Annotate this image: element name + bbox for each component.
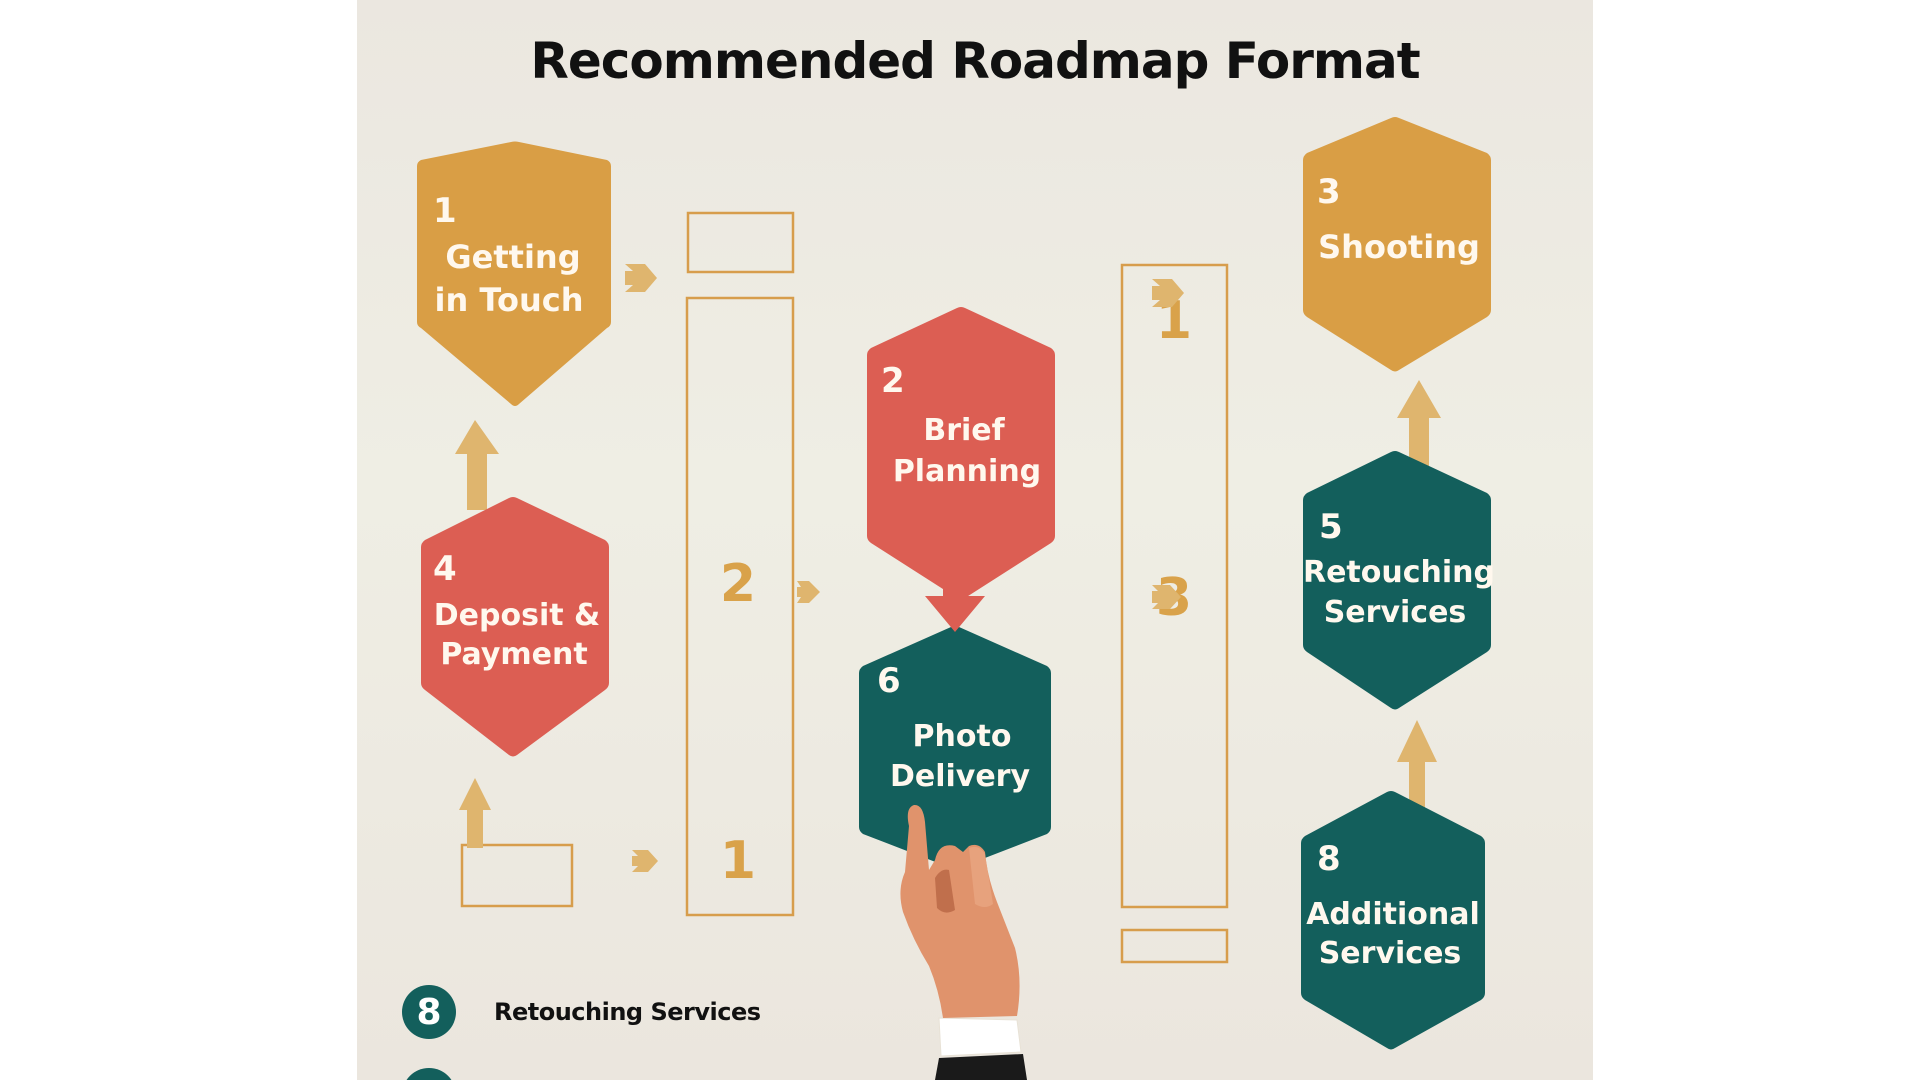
step-label-line1: Brief bbox=[923, 413, 1005, 448]
step-label-line2: Delivery bbox=[890, 759, 1031, 794]
roadmap-diagram: 2 1 1 3 bbox=[417, 117, 1495, 1080]
column-box-small-bottom-left bbox=[460, 843, 574, 908]
legend-item: 8 Retouching Services bbox=[402, 985, 761, 1039]
step-hexagons bbox=[417, 117, 1491, 1050]
step-hexagon-deposit-payment bbox=[421, 497, 609, 757]
column-outlines bbox=[460, 211, 1229, 964]
step-label-line2: Payment bbox=[440, 637, 587, 672]
step-hexagon-additional-services bbox=[1301, 791, 1485, 1050]
step-hexagon-shooting bbox=[1303, 117, 1491, 372]
step-hexagon-getting-in-touch bbox=[417, 141, 611, 406]
hand-palm bbox=[900, 804, 1020, 1018]
step-number: 1 bbox=[433, 191, 457, 231]
chevron-arrow-icon bbox=[1152, 279, 1184, 307]
column-number: 1 bbox=[720, 831, 756, 891]
step-hexagon-photo-delivery bbox=[859, 626, 1051, 869]
legend-badge: 8 bbox=[402, 985, 456, 1039]
hand-wrist bbox=[935, 1054, 1027, 1080]
column-number: 2 bbox=[720, 554, 756, 614]
column-box-tall-right bbox=[1120, 263, 1229, 909]
up-arrow-icon bbox=[455, 420, 499, 510]
column-box-small-bottom-right bbox=[1120, 928, 1229, 964]
pointing-hand-illustration bbox=[900, 804, 1027, 1080]
step-number: 2 bbox=[881, 361, 905, 401]
step-label-line1: Additional bbox=[1306, 897, 1480, 932]
diagram-title: Recommended Roadmap Format bbox=[530, 32, 1420, 90]
column-box-tall-left bbox=[685, 296, 795, 917]
step-number: 3 bbox=[1317, 172, 1341, 212]
chevron-arrows bbox=[625, 264, 1184, 872]
hand-sleeve bbox=[938, 1017, 1022, 1057]
roadmap-panel: Recommended Roadmap Format 2 1 1 3 bbox=[357, 0, 1593, 1080]
step-label-line1: Getting bbox=[445, 238, 580, 276]
step-label-line2: in Touch bbox=[435, 281, 584, 319]
step-hexagon-retouching-services bbox=[1303, 451, 1491, 710]
column-box-small-top-left bbox=[686, 211, 795, 274]
step-number: 8 bbox=[1317, 839, 1341, 879]
chevron-arrow-icon bbox=[797, 581, 820, 603]
up-arrow-icon bbox=[459, 778, 491, 848]
step-label-line2: Planning bbox=[893, 454, 1041, 489]
step-label-line1: Shooting bbox=[1318, 228, 1480, 266]
legend-badge-partial bbox=[402, 1068, 456, 1080]
legend-label: Retouching Services bbox=[494, 998, 761, 1026]
step-number: 4 bbox=[433, 549, 457, 589]
up-arrow-icon bbox=[1397, 380, 1441, 476]
step-number: 5 bbox=[1319, 507, 1343, 547]
step-label-line1: Photo bbox=[913, 719, 1012, 754]
step-label-line2: Services bbox=[1324, 595, 1467, 630]
step-label-line1: Deposit & bbox=[434, 598, 600, 633]
chevron-arrow-icon bbox=[1152, 585, 1181, 609]
down-arrow-icon bbox=[925, 570, 985, 632]
step-label-line1: Retouching bbox=[1303, 555, 1495, 590]
up-arrow-icon bbox=[1397, 720, 1437, 832]
step-hexagon-brief-planning bbox=[867, 307, 1055, 600]
chevron-arrow-icon bbox=[632, 850, 658, 872]
chevron-arrow-icon bbox=[625, 264, 657, 292]
step-label-line2: Services bbox=[1319, 936, 1462, 971]
hand-finger-shadow bbox=[935, 869, 955, 913]
vertical-arrows bbox=[455, 380, 1441, 848]
step-number: 6 bbox=[877, 661, 901, 701]
hand-thumb bbox=[969, 846, 993, 907]
